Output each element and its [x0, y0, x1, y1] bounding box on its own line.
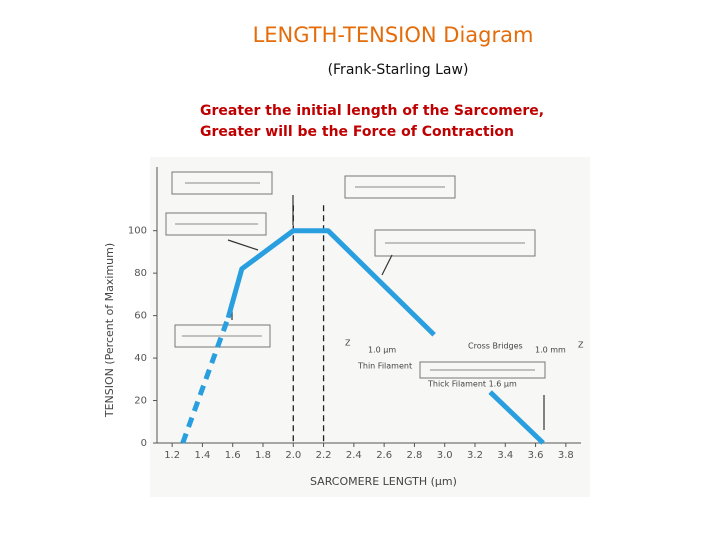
sarcomere-drawings: [165, 171, 546, 379]
y-axis-label: TENSION (Percent of Maximum): [103, 243, 116, 418]
y-tick-label: 80: [134, 268, 147, 279]
y-tick-label: 100: [128, 226, 147, 237]
x-tick-label: 3.4: [497, 450, 513, 461]
annotation: Thin Filament: [357, 362, 412, 371]
annotation: Cross Bridges: [468, 342, 523, 351]
y-tick-label: 0: [141, 438, 147, 449]
note: Greater will be the Force of Contraction: [200, 124, 514, 140]
x-tick-label: 1.6: [225, 450, 241, 461]
x-tick-label: 2.6: [376, 450, 392, 461]
x-tick-label: 3.8: [558, 450, 574, 461]
x-tick-label: 2.4: [346, 450, 362, 461]
annotation: 1.0 μm: [368, 346, 396, 355]
x-tick-label: 3.6: [528, 450, 544, 461]
annotation: Thick Filament 1.6 μm: [427, 380, 517, 389]
x-tick-label: 1.4: [194, 450, 210, 461]
tension-line: [180, 316, 231, 444]
title: LENGTH-TENSION Diagram: [253, 23, 534, 47]
figure-background: [150, 157, 590, 497]
subtitle: (Frank-Starling Law): [328, 62, 469, 78]
y-tick-label: 60: [134, 311, 147, 322]
y-tick-label: 20: [134, 396, 147, 407]
annotation: Z: [578, 341, 584, 350]
x-axis-label: SARCOMERE LENGTH (μm): [310, 475, 457, 488]
x-tick-label: 2.8: [406, 450, 422, 461]
x-tick-label: 1.8: [255, 450, 271, 461]
x-tick-label: 2.2: [316, 450, 332, 461]
x-tick-label: 2.0: [285, 450, 301, 461]
annotation: 1.0 mm: [535, 346, 566, 355]
x-tick-label: 3.0: [437, 450, 453, 461]
y-tick-label: 40: [134, 353, 147, 364]
note: Greater the initial length of the Sarcom…: [200, 103, 544, 119]
x-tick-label: 3.2: [467, 450, 483, 461]
x-tick-label: 1.2: [164, 450, 180, 461]
tension-line: [225, 228, 545, 445]
annotation: Z: [345, 339, 351, 348]
